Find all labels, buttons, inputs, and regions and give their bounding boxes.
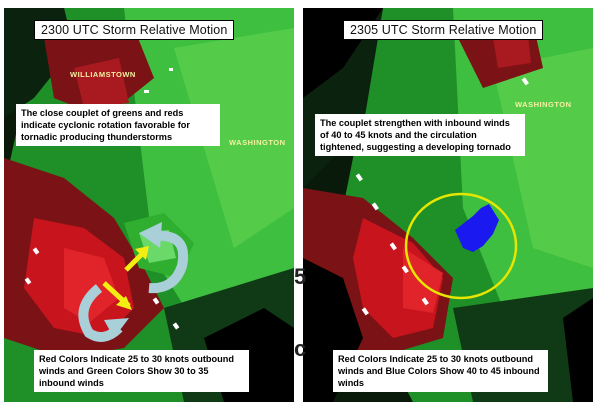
edge-fragment-5: 5 xyxy=(294,264,307,289)
legend-note-2305: Red Colors Indicate 25 to 30 knots outbo… xyxy=(333,350,548,392)
rotation-arrowhead-lower xyxy=(104,318,129,338)
rotation-arrow-lower xyxy=(78,284,123,342)
annotation-couplet-strengthen: The couplet strengthen with inbound wind… xyxy=(315,114,525,156)
legend-note-2300: Red Colors Indicate 25 to 30 knots outbo… xyxy=(34,350,249,392)
radar-velocity-image-2300 xyxy=(4,8,294,402)
radar-velocity-image-2305 xyxy=(303,8,593,402)
motion-arrowhead-inbound xyxy=(135,246,149,260)
place-label-washington-left: WASHINGTON xyxy=(229,138,286,147)
annotation-cyclonic-rotation: The close couplet of greens and reds ind… xyxy=(16,104,220,146)
rotation-arrowhead-upper xyxy=(139,222,162,248)
motion-arrowhead-outbound xyxy=(116,296,132,310)
panel-title-2300: 2300 UTC Storm Relative Motion xyxy=(34,20,235,40)
circulation-circle xyxy=(404,192,518,300)
place-label-washington-right: WASHINGTON xyxy=(515,100,572,109)
rotation-arrow-upper xyxy=(148,230,189,294)
place-label-williamstown: WILLIAMSTOWN xyxy=(70,70,136,79)
strong-inbound-couplet xyxy=(455,204,499,252)
panel-title-2305: 2305 UTC Storm Relative Motion xyxy=(343,20,544,40)
radar-panel-2305: 2305 UTC Storm Relative Motion WASHINGTO… xyxy=(303,8,593,402)
edge-fragment-c: c xyxy=(294,336,307,361)
radar-panel-2300: 2300 UTC Storm Relative Motion WILLIAMST… xyxy=(4,8,294,402)
